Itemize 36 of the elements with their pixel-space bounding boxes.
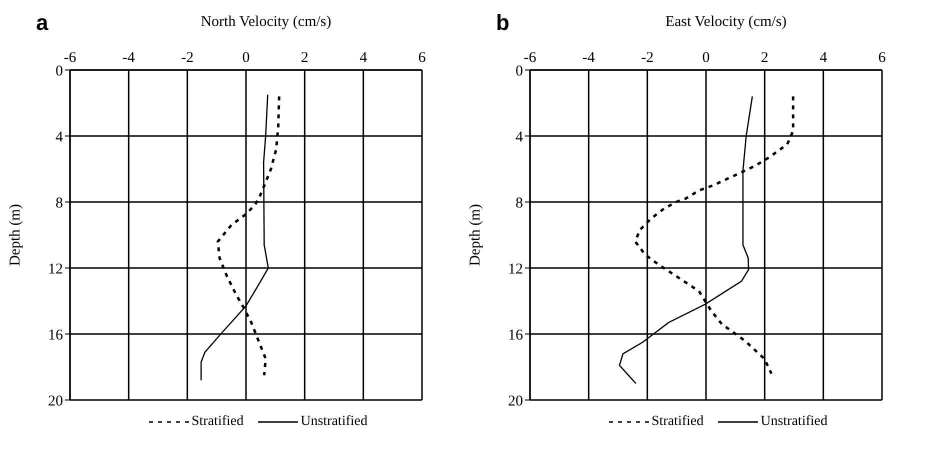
chart-title: b [496,10,510,36]
x-tick-label: -6 [64,50,77,66]
y-tick-label: 20 [48,393,63,410]
y-tick-label: 4 [516,129,524,146]
y-tick-label: 0 [516,63,523,80]
x-axis-title: North Velocity (cm/s) [200,13,332,32]
legend-label: Stratified [190,414,244,430]
x-tick-label: 6 [418,50,426,66]
y-tick-label: 4 [56,129,64,146]
y-tick-label: 20 [508,393,523,410]
y-tick-label: 12 [508,261,523,278]
legend-label: Stratified [650,414,704,430]
y-tick-label: 12 [48,261,63,278]
y-tick-label: 8 [56,195,63,212]
y-tick-label: 0 [56,63,63,80]
legend-label: Unstratified [300,414,368,430]
y-tick-label: 8 [516,195,523,212]
legend-label: Unstratified [760,414,828,430]
chart-title: a [36,10,48,36]
y-tick-label: 16 [508,327,524,344]
x-tick-label: 4 [360,50,368,66]
x-tick-label: 0 [702,50,710,66]
x-tick-label: -4 [582,50,596,66]
y-axis-title: Depth (m) [467,204,484,266]
y-axis-title: Depth (m) [7,204,24,266]
x-tick-label: -4 [122,50,136,66]
x-tick-label: -2 [181,50,194,66]
x-tick-label: -2 [641,50,654,66]
x-tick-label: 4 [820,50,828,66]
x-tick-label: -6 [524,50,537,66]
x-tick-label: 6 [878,50,886,66]
x-axis-title: East Velocity (cm/s) [664,13,788,32]
x-tick-label: 0 [242,50,250,66]
x-tick-label: 2 [760,50,768,66]
y-tick-label: 16 [48,327,64,344]
x-tick-label: 2 [300,50,308,66]
